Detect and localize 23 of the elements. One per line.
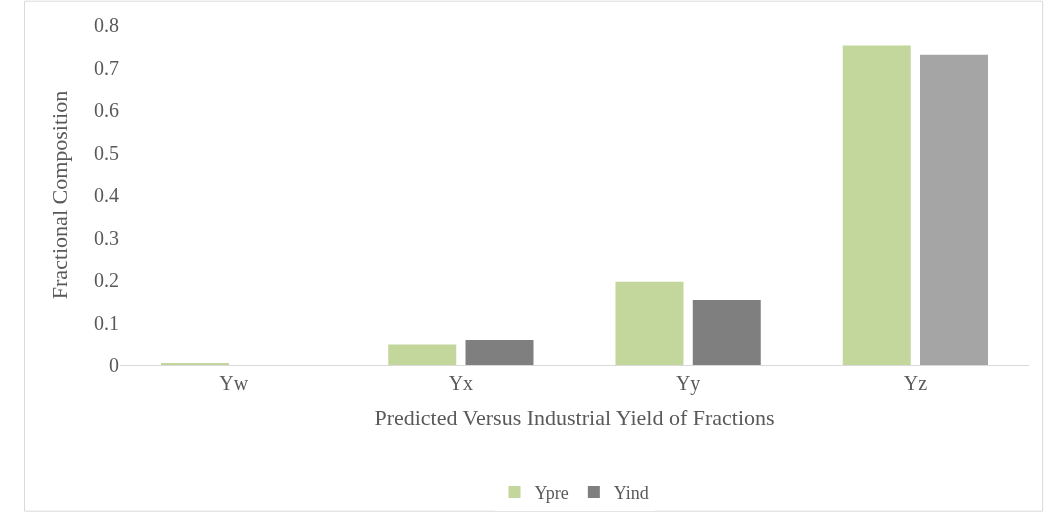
legend-label: Ypre [534,483,569,504]
y-tick-label: 0.3 [94,226,119,249]
legend-label: Yind [613,483,649,504]
y-tick-label: 0.7 [94,56,119,79]
x-axis-title: Predicted Versus Industrial Yield of Fractions [374,404,775,430]
bar [388,344,457,365]
bar [692,299,761,365]
y-tick-label: 0.6 [94,99,119,121]
x-tick-label: Yw [219,372,249,394]
bar [615,281,684,365]
y-tick-label: 0.5 [94,141,119,164]
y-tick-label: 0.1 [94,311,119,334]
bar [842,45,911,365]
y-tick-label: 0.2 [94,269,119,291]
bar [920,54,988,365]
y-tick-label: 0 [109,354,119,376]
x-tick-label: Yy [675,372,701,395]
y-tick-label: 0.4 [94,184,119,206]
x-tick-label: Yx [448,372,474,394]
y-axis-title: Fractional Composition [46,90,72,300]
bar [465,339,534,365]
x-tick-label: Yz [903,372,928,394]
y-tick-label: 0.8 [94,14,119,36]
